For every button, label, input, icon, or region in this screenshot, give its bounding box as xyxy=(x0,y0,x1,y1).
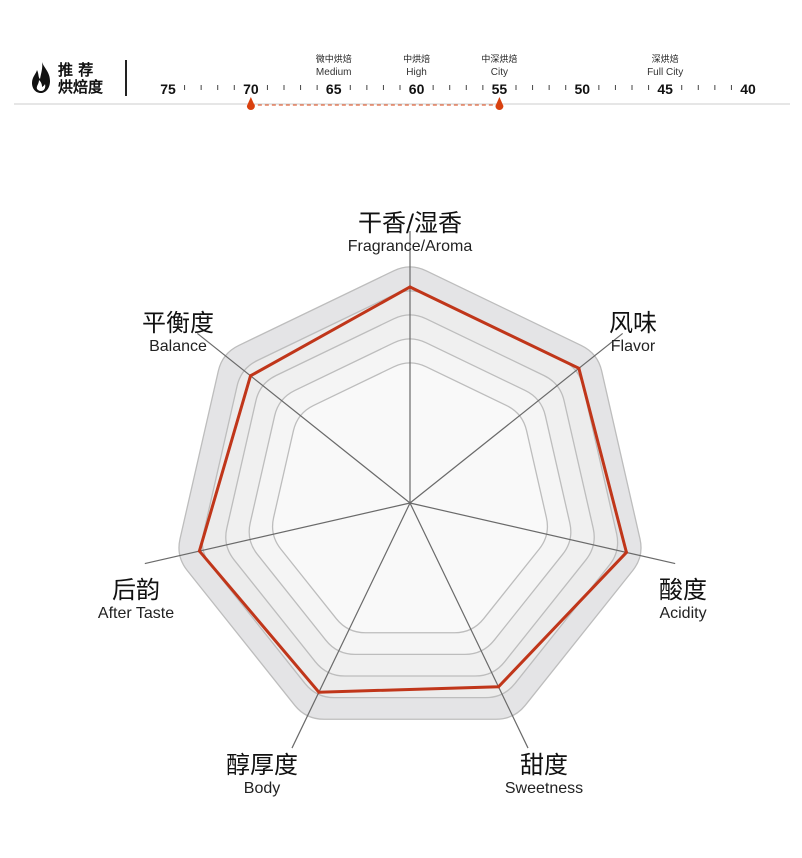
axis-label-cn: 甜度 xyxy=(520,751,568,779)
roast-level-en: Full City xyxy=(647,67,683,78)
scale-tick-label: 60 xyxy=(409,81,425,97)
axis-label-en: Acidity xyxy=(659,605,707,622)
radar-point xyxy=(249,374,253,378)
range-marker xyxy=(495,97,504,110)
scale-tick-label: 70 xyxy=(243,81,259,97)
radar-axis xyxy=(144,502,411,565)
axis-label-cn: 后韵 xyxy=(112,576,160,604)
radar-point xyxy=(408,285,412,289)
scale-tick-label: 55 xyxy=(492,81,508,97)
axis-label-en: Sweetness xyxy=(504,780,584,797)
radar-point xyxy=(317,690,321,694)
axis-label-en: Balance xyxy=(149,338,207,355)
radar-chart xyxy=(144,231,676,749)
axis-label-en: Fragrance/Aroma xyxy=(347,238,473,255)
axis-label-cn: 风味 xyxy=(609,309,657,337)
roast-level-en: High xyxy=(406,67,427,78)
roast-level-cn: 中深烘焙 xyxy=(481,53,517,65)
roast-scale: 75 70 65 60 55 50 45 40 微中烘焙 Medium 中烘焙 High 中深烘焙 Cit… xyxy=(14,53,790,110)
roast-title-line2: 烘焙度 xyxy=(58,78,104,96)
roast-level-en: City xyxy=(491,67,508,78)
axis-label-en: Body xyxy=(243,780,281,797)
scale-tick-label: 45 xyxy=(657,81,673,97)
axis-label-en: After Taste xyxy=(97,605,175,622)
axis-label-cn: 酸度 xyxy=(659,576,707,604)
radar-point xyxy=(197,549,201,553)
radar-point xyxy=(577,366,581,370)
roast-level-bar: 推 荐 烘焙度 75 70 65 60 55 50 45 40 微中烘焙 Medium 中烘焙 Hig… xyxy=(0,0,802,120)
scale-tick-label: 75 xyxy=(160,81,176,97)
axis-label-cn: 醇厚度 xyxy=(226,751,298,779)
roast-level-cn: 深烘焙 xyxy=(652,53,679,65)
radar-axis xyxy=(409,332,624,504)
scale-tick-label: 65 xyxy=(326,81,342,97)
axis-label-cn: 干香/湿香 xyxy=(357,209,463,237)
flame-icon xyxy=(32,62,50,93)
scale-tick-label: 50 xyxy=(574,81,590,97)
radar-point xyxy=(497,685,501,689)
scale-tick-label: 40 xyxy=(740,81,756,97)
axis-label-en: Flavor xyxy=(610,338,656,355)
radar-series xyxy=(197,285,629,694)
radar-axis xyxy=(291,502,411,749)
roast-title-line1: 推 荐 xyxy=(58,61,94,79)
axis-label-cn: 平衡度 xyxy=(142,309,214,337)
radar-axis xyxy=(196,332,411,504)
radar-axis xyxy=(409,502,529,749)
radar-point xyxy=(624,550,628,554)
roast-level-cn: 中烘焙 xyxy=(403,53,430,65)
divider xyxy=(125,60,127,96)
radar-axis xyxy=(409,502,676,565)
roast-level-cn: 微中烘焙 xyxy=(316,53,352,65)
roast-level-en: Medium xyxy=(316,67,352,78)
range-marker xyxy=(246,97,255,110)
